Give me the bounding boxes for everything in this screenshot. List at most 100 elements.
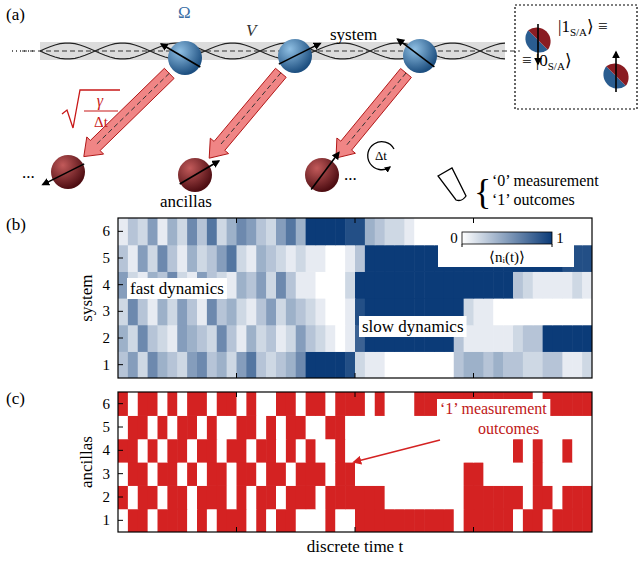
cell	[404, 271, 414, 298]
cell	[306, 509, 316, 532]
cell	[385, 351, 395, 378]
coupling-axis	[346, 73, 406, 146]
cell	[345, 392, 355, 416]
cell	[513, 271, 523, 298]
cell	[395, 509, 405, 532]
cell	[523, 462, 533, 486]
cell	[454, 271, 464, 298]
cell	[493, 439, 503, 463]
cell	[237, 218, 247, 245]
cell	[306, 392, 316, 416]
cell	[138, 298, 148, 325]
frame	[118, 392, 592, 532]
state-ball-half	[528, 27, 550, 49]
cell	[325, 351, 335, 378]
cell	[306, 325, 316, 352]
cell	[158, 392, 168, 416]
cell	[533, 271, 543, 298]
spin-arrow	[615, 52, 617, 92]
cell	[276, 462, 286, 486]
cell	[227, 271, 237, 298]
cell	[335, 245, 345, 272]
cell	[572, 392, 582, 416]
cell	[148, 351, 158, 378]
cell	[148, 218, 158, 245]
cell	[523, 351, 533, 378]
cell	[256, 218, 266, 245]
cell	[256, 351, 266, 378]
cell	[464, 351, 474, 378]
x-tick	[236, 392, 237, 397]
cell	[296, 415, 306, 439]
cell	[128, 485, 138, 509]
ket-subscript: S/A	[570, 26, 587, 38]
cell	[316, 271, 326, 298]
x-tick	[355, 392, 356, 397]
cell	[217, 351, 227, 378]
cell	[187, 415, 197, 439]
coupling-arrow	[84, 68, 174, 156]
label: ancillas	[160, 192, 212, 211]
cell	[474, 509, 484, 532]
cell	[464, 509, 474, 532]
cell	[553, 325, 563, 352]
cell	[385, 439, 395, 463]
cell	[237, 271, 247, 298]
label-patch	[127, 278, 227, 299]
cell	[365, 218, 375, 245]
cell	[167, 325, 177, 352]
cell	[464, 485, 474, 509]
cell	[256, 298, 266, 325]
cell	[335, 351, 345, 378]
cell	[365, 485, 375, 509]
cell	[582, 509, 592, 532]
cell	[572, 462, 582, 486]
cell	[375, 509, 385, 532]
cell	[543, 271, 553, 298]
cell	[513, 325, 523, 352]
cell	[316, 462, 326, 486]
cell	[335, 298, 345, 325]
cell	[474, 439, 484, 463]
y-tick	[118, 258, 123, 259]
cell	[523, 271, 533, 298]
cell	[355, 245, 365, 272]
ket-subscript: S/A	[548, 60, 565, 72]
cell	[227, 439, 237, 463]
cell	[128, 509, 138, 532]
cell	[375, 485, 385, 509]
cell	[325, 218, 335, 245]
cell	[197, 485, 207, 509]
cell	[296, 509, 306, 532]
cell	[474, 462, 484, 486]
cell	[474, 325, 484, 352]
cell	[227, 245, 237, 272]
y-tick	[118, 311, 123, 312]
cell	[375, 245, 385, 272]
cell	[237, 325, 247, 352]
cell	[207, 462, 217, 486]
cell	[197, 298, 207, 325]
cell	[187, 439, 197, 463]
cell	[128, 415, 138, 439]
cell	[118, 218, 128, 245]
cell	[414, 245, 424, 272]
cell	[325, 325, 335, 352]
y-tick	[118, 231, 123, 232]
cell	[177, 351, 187, 378]
cell	[464, 415, 474, 439]
cell	[286, 392, 296, 416]
cell	[533, 351, 543, 378]
figure: (a)ΩVsystemancillas......γΔtΔt{‘0’ measu…	[0, 0, 642, 562]
cell	[167, 485, 177, 509]
cell	[187, 509, 197, 532]
y-tick-label: 3	[103, 303, 111, 319]
cell	[138, 245, 148, 272]
cell	[167, 509, 177, 532]
cell	[325, 415, 335, 439]
cell	[543, 351, 553, 378]
cell	[118, 245, 128, 272]
cell	[562, 392, 572, 416]
cell	[128, 218, 138, 245]
cell	[335, 218, 345, 245]
